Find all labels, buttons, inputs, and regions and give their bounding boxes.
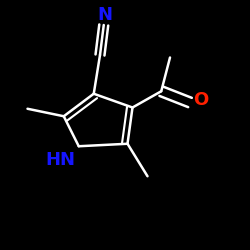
Text: O: O: [194, 91, 209, 109]
Text: HN: HN: [45, 151, 75, 169]
Text: N: N: [98, 6, 112, 25]
